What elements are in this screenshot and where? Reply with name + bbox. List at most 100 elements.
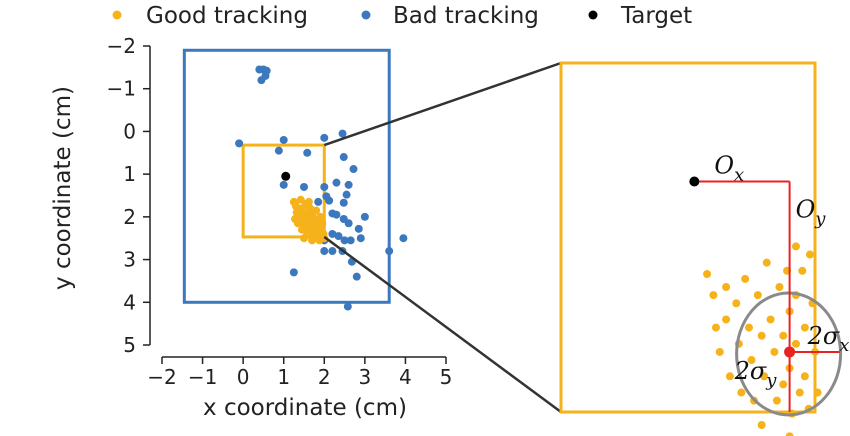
x-tick-label: −2 [147,365,176,389]
inset-good-tracking-point [762,258,771,267]
bad-tracking-point [279,180,288,189]
offset-y-label: Oy [796,195,827,229]
zoom-line-bottom [323,235,562,414]
x-tick-label: 0 [237,365,250,389]
good-tracking-point [318,219,327,228]
legend-label-target: Target [620,3,692,29]
x-tick-label: −1 [188,365,217,389]
bad-tracking-point [303,148,312,157]
inset-good-tracking-point [772,396,781,405]
good-tracking-extent-rect [241,143,326,239]
y-tick-label: 0 [123,119,136,143]
inset-good-tracking-point [775,283,784,292]
inset-good-tracking-point [741,274,750,283]
bad-tracking-point [320,182,329,191]
inset-good-tracking-point [757,420,766,429]
bad-tracking-point [338,129,347,138]
sd-y-label-main: 2σ [734,357,767,385]
inset-good-tracking-point [813,388,822,397]
good-tracking-point [316,212,325,221]
bad-tracking-point [352,272,361,281]
bad-tracking-point [320,133,329,142]
inset-good-tracking-point [709,291,718,300]
bad-tracking-point [334,232,343,241]
inset-good-tracking-point [779,380,788,389]
y-tick-label: −2 [107,34,136,58]
good-tracking-point [291,214,300,223]
offset-x-label-sub: x [734,164,744,185]
bad-tracking-point [342,190,351,199]
offset-y-label-sub: y [814,208,826,229]
legend-marker-bad-tracking [361,10,371,20]
sd-y-label: 2σy [734,357,778,391]
offset-x-label: Ox [714,151,744,185]
target-point [281,171,291,181]
inset-target-point [689,176,700,187]
bad-tracking-point [332,178,341,187]
zoom-connector [323,61,562,414]
legend-marker-good-tracking [112,10,122,20]
y-tick-label: −1 [107,77,136,101]
inset-good-tracking-point [737,388,746,397]
bad-tracking-point [399,234,408,243]
legend-label-good-tracking: Good tracking [146,3,308,29]
bad-tracking-point [356,234,365,243]
x-tick-label: 2 [318,365,331,389]
good-tracking-point [308,236,317,245]
offset-x-label-main: O [714,151,734,179]
bad-tracking-point [340,236,349,245]
y-tick-label: 3 [123,248,136,272]
inset-good-tracking-point [703,270,712,279]
bad-tracking-point [300,182,308,191]
bad-tracking-point [325,196,334,205]
inset-good-tracking-point [798,266,807,275]
bad-tracking-point [339,153,348,162]
bad-tracking-point [385,247,394,256]
y-tick-label: 1 [123,162,136,186]
good-tracking-point [306,204,315,213]
inset-good-tracking-point [800,372,809,381]
bad-tracking-point [360,212,369,221]
good-tracking-point [315,236,324,245]
bad-tracking-point [332,210,341,219]
bad-tracking-point [344,180,353,189]
bad-tracking-point [289,268,298,277]
inset-good-tracking-point [722,315,731,324]
good-tracking-point [312,206,321,215]
bad-tracking-point [328,247,337,256]
bad-tracking-point [328,229,337,238]
inset-good-tracking-point [795,388,804,397]
bad-tracking-point [339,198,348,207]
inset-good-tracking-point [785,432,794,436]
sd-x-label-main: 2σ [807,322,840,350]
bad-tracking-point [314,197,323,206]
zoom-line-top [323,61,562,147]
bad-tracking-point [279,135,288,144]
bad-tracking-point [349,165,358,174]
x-tick-label: 1 [277,365,290,389]
bad-tracking-extent-rect [182,48,391,304]
bad-tracking-point [354,224,363,233]
inset-good-tracking-point [725,372,734,381]
inset-good-tracking-point [760,372,769,381]
legend-label-bad-tracking: Bad tracking [393,3,539,29]
bad-tracking-point [257,76,266,85]
plot-area [182,48,408,311]
offset-y-label-main: O [796,195,816,223]
bad-tracking-point [344,219,353,228]
y-tick-label: 4 [123,290,136,314]
inset-good-tracking-point [791,339,800,348]
good-tracking-point [300,234,308,243]
legend: Good tracking Bad tracking Target [112,3,692,29]
inset-good-tracking-point [747,356,756,365]
mean-point [784,346,796,358]
inset-good-tracking-point [770,347,779,356]
inset-good-tracking-point [744,323,753,332]
bad-tracking-point [262,66,271,75]
inset-good-tracking-point [732,299,741,308]
inset-good-tracking-point [800,323,809,332]
bad-tracking-point [320,247,329,256]
